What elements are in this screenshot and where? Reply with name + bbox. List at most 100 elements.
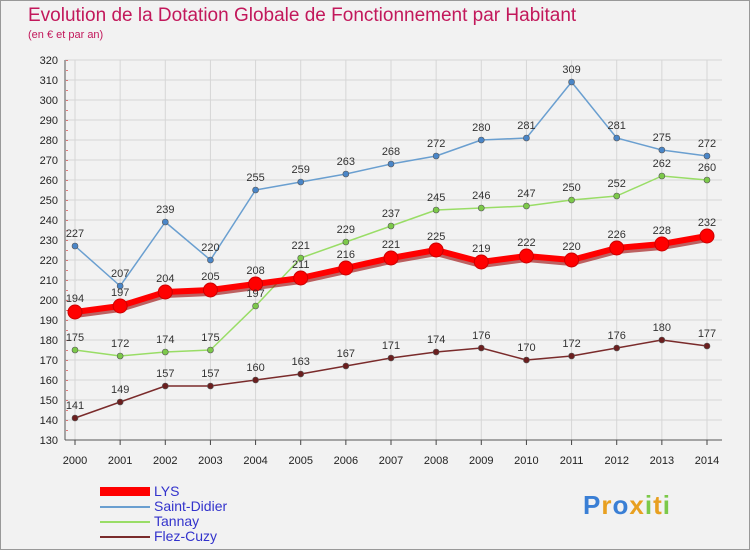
data-label: 220 bbox=[201, 242, 219, 254]
data-point bbox=[703, 342, 711, 350]
y-tick-label: 140 bbox=[40, 415, 58, 427]
data-point bbox=[432, 348, 440, 356]
data-label: 207 bbox=[111, 268, 129, 280]
data-point bbox=[568, 352, 575, 360]
data-point bbox=[297, 370, 305, 378]
data-point bbox=[161, 348, 169, 356]
data-label: 272 bbox=[698, 138, 716, 150]
data-label: 176 bbox=[608, 330, 626, 342]
data-point bbox=[297, 254, 305, 262]
data-point bbox=[523, 202, 530, 210]
data-label: 194 bbox=[66, 293, 84, 305]
data-label: 229 bbox=[337, 224, 355, 236]
data-point bbox=[703, 176, 711, 184]
data-label: 263 bbox=[337, 156, 355, 168]
data-label: 197 bbox=[111, 287, 129, 299]
data-point bbox=[564, 252, 580, 268]
x-tick-label: 2012 bbox=[604, 455, 628, 467]
data-point bbox=[387, 222, 395, 230]
data-label: 221 bbox=[382, 239, 400, 251]
data-label: 172 bbox=[111, 338, 129, 350]
y-tick-label: 280 bbox=[40, 135, 58, 147]
data-label: 220 bbox=[562, 241, 580, 253]
logo-letter: x bbox=[629, 490, 645, 520]
data-label: 228 bbox=[653, 225, 671, 237]
data-point bbox=[297, 178, 305, 186]
data-label: 259 bbox=[292, 164, 310, 176]
data-label: 252 bbox=[608, 178, 626, 190]
data-label: 221 bbox=[292, 240, 310, 252]
data-point bbox=[116, 398, 124, 406]
data-point bbox=[157, 284, 173, 300]
data-label: 175 bbox=[66, 332, 84, 344]
data-point bbox=[338, 260, 354, 276]
y-tick-label: 180 bbox=[40, 335, 58, 347]
data-label: 197 bbox=[246, 288, 264, 300]
y-tick-label: 150 bbox=[40, 395, 58, 407]
data-point bbox=[112, 298, 128, 314]
y-tick-label: 300 bbox=[40, 95, 58, 107]
y-tick-label: 310 bbox=[40, 75, 58, 87]
data-label: 174 bbox=[156, 334, 174, 346]
data-label: 226 bbox=[608, 229, 626, 241]
data-point bbox=[477, 136, 485, 144]
series-lys bbox=[67, 228, 715, 320]
data-point bbox=[342, 362, 350, 370]
data-point bbox=[568, 78, 575, 86]
data-point bbox=[252, 186, 259, 194]
x-tick-label: 2002 bbox=[153, 455, 177, 467]
data-point bbox=[654, 236, 670, 252]
series-saint-didier bbox=[71, 78, 711, 290]
x-tick-label: 2001 bbox=[108, 455, 132, 467]
data-label: 237 bbox=[382, 208, 400, 220]
data-point bbox=[293, 270, 309, 286]
series-tannay bbox=[71, 172, 711, 360]
data-point bbox=[613, 134, 621, 142]
data-point bbox=[71, 346, 79, 354]
logo-letter: P bbox=[583, 490, 602, 520]
data-point bbox=[387, 354, 395, 362]
data-label: 245 bbox=[427, 192, 445, 204]
x-tick-label: 2005 bbox=[288, 455, 312, 467]
legend-swatch bbox=[100, 505, 150, 508]
logo-letter: i bbox=[662, 490, 671, 520]
data-label: 272 bbox=[427, 138, 445, 150]
data-label: 177 bbox=[698, 328, 716, 340]
chart-subtitle: (en € et par an) bbox=[28, 29, 104, 41]
proxiti-logo: Proxiti bbox=[583, 490, 671, 521]
x-tick-label: 2006 bbox=[334, 455, 358, 467]
y-tick-label: 220 bbox=[40, 255, 58, 267]
x-tick-label: 2010 bbox=[514, 455, 538, 467]
data-label: 157 bbox=[201, 368, 219, 380]
data-point bbox=[523, 356, 530, 364]
data-label: 163 bbox=[292, 356, 310, 368]
data-point bbox=[568, 196, 575, 204]
data-label: 211 bbox=[292, 259, 310, 271]
data-point bbox=[116, 282, 124, 290]
data-label: 255 bbox=[246, 172, 264, 184]
y-tick-label: 210 bbox=[40, 275, 58, 287]
data-point bbox=[703, 152, 711, 160]
legend-swatch bbox=[100, 520, 150, 523]
legend-swatch bbox=[100, 535, 150, 538]
data-label: 239 bbox=[156, 204, 174, 216]
data-label: 281 bbox=[608, 120, 626, 132]
data-point bbox=[248, 276, 264, 292]
data-label: 216 bbox=[337, 249, 355, 261]
data-point bbox=[252, 302, 259, 310]
legend-label: Saint-Didier bbox=[154, 498, 228, 514]
data-point bbox=[432, 206, 440, 214]
y-tick-label: 320 bbox=[40, 55, 58, 67]
data-point bbox=[428, 242, 444, 258]
y-tick-label: 270 bbox=[40, 155, 58, 167]
y-tick-label: 240 bbox=[40, 215, 58, 227]
chart-title: Evolution de la Dotation Globale de Fonc… bbox=[28, 5, 577, 26]
data-point bbox=[518, 248, 534, 264]
data-label: 262 bbox=[653, 158, 671, 170]
data-point bbox=[609, 240, 625, 256]
data-point bbox=[207, 256, 214, 264]
data-label: 268 bbox=[382, 146, 400, 158]
x-tick-label: 2013 bbox=[650, 455, 674, 467]
y-tick-label: 170 bbox=[40, 355, 58, 367]
